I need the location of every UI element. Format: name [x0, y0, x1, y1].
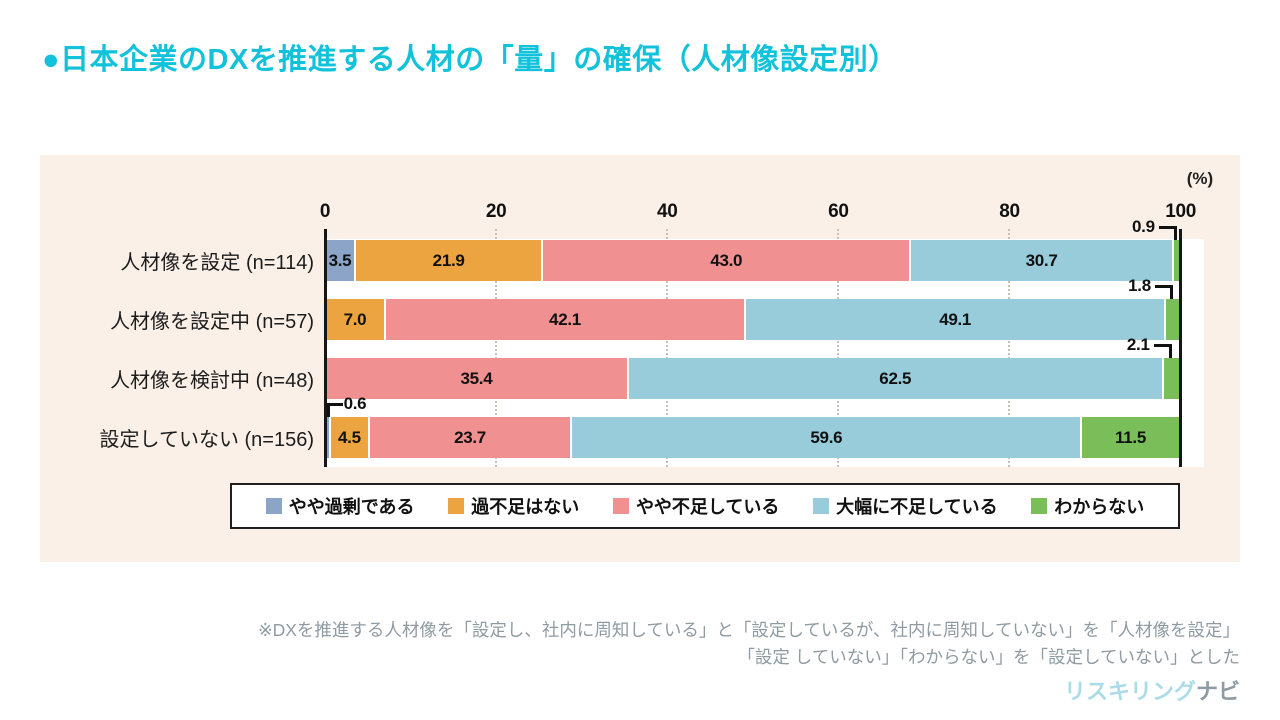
bar-segment: 49.1: [746, 299, 1165, 340]
gridline: [1008, 229, 1011, 467]
bar-value-label: 43.0: [710, 250, 743, 270]
bar-segment: 3.5: [326, 240, 354, 281]
legend: やや過剰である 過不足はない やや不足している 大幅に不足している わからない: [230, 483, 1180, 529]
legend-label: 過不足はない: [471, 497, 580, 517]
bar-value-label: 3.5: [328, 250, 352, 270]
logo-text-secondary: ナビ: [1195, 679, 1240, 704]
legend-item: やや不足している: [612, 493, 780, 519]
bar-segment: 42.1: [385, 299, 745, 340]
logo: リスキリングナビ: [1064, 674, 1240, 706]
legend-label: わからない: [1054, 497, 1145, 517]
callout-connector: [1153, 344, 1172, 358]
bar-segment: [326, 417, 330, 458]
callout-connector: [326, 403, 343, 417]
legend-swatch: [448, 498, 465, 514]
bar-segment: 35.4: [326, 358, 627, 399]
legend-label: やや過剰である: [288, 497, 415, 517]
gridline: [837, 229, 840, 467]
bar-value-label: 35.4: [460, 368, 493, 388]
axis-line-start: [323, 229, 327, 467]
unit-label: (%): [1186, 169, 1214, 188]
bar-value-label: 21.9: [432, 250, 465, 270]
callout-connector: [1154, 285, 1173, 299]
category-label: 人材像を検討中 (n=48): [110, 370, 314, 392]
bar-row: 7.0 42.1 49.1: [326, 299, 1180, 340]
bar-value-label: 23.7: [454, 427, 486, 447]
legend-swatch: [265, 498, 282, 514]
axis-tick-label: 0: [319, 201, 331, 222]
bar-value-label: 49.1: [939, 309, 972, 329]
bar-segment: 30.7: [911, 240, 1172, 281]
bar-row: 3.5 21.9 43.0 30.7: [326, 240, 1180, 281]
callout-value-label: 0.6: [343, 394, 367, 413]
bar-segment: [1166, 299, 1180, 340]
bar-segment: 4.5: [331, 417, 368, 458]
footnote-line2: 「設定 していない」「わからない」を「設定していない」とした: [737, 647, 1240, 667]
callout-connector: [1158, 226, 1177, 240]
legend-label: やや不足している: [635, 497, 780, 517]
category-label: 人材像を設定 (n=114): [120, 252, 314, 274]
axis-line-end: [1179, 229, 1183, 467]
bar-value-label: 11.5: [1115, 427, 1146, 447]
bar-value-label: 59.6: [810, 427, 843, 447]
legend-swatch: [612, 498, 629, 514]
legend-swatch: [813, 498, 830, 514]
footnote-line1: ※DXを推進する人材像を「設定し、社内に周知している」と「設定しているが、社内に…: [257, 620, 1240, 640]
footnote: ※DXを推進する人材像を「設定し、社内に周知している」と「設定しているが、社内に…: [258, 617, 1240, 671]
bar-segment: 21.9: [355, 240, 542, 281]
axis-tick-label: 80: [999, 201, 1020, 222]
page-title: ●日本企業のDXを推進する人材の「量」の確保（人材像設定別）: [42, 44, 898, 76]
bar-row: 4.5 23.7 59.6 11.5: [326, 417, 1179, 458]
bar-row: 35.4 62.5: [326, 358, 1180, 399]
legend-swatch: [1031, 498, 1048, 514]
bar-segment: 59.6: [572, 417, 1081, 458]
gridline: [666, 229, 669, 467]
bar-segment: [1163, 358, 1180, 399]
bar-value-label: 7.0: [343, 309, 367, 329]
bar-value-label: 42.1: [549, 309, 581, 329]
bar-value-label: 62.5: [879, 368, 912, 388]
chart-panel: (%) やや過剰である 過不足はない やや不足している 大幅に不足している わからない …: [40, 155, 1240, 562]
axis-tick-label: 100: [1165, 201, 1196, 222]
bar-segment: [1173, 240, 1180, 281]
gridline: [495, 229, 498, 467]
legend-item: わからない: [1031, 493, 1144, 519]
bar-segment: 43.0: [543, 240, 910, 281]
bar-value-label: 30.7: [1025, 250, 1058, 270]
category-label: 設定していない (n=156): [99, 429, 314, 451]
bar-segment: 7.0: [326, 299, 384, 340]
axis-tick-label: 60: [828, 201, 849, 222]
logo-text-primary: リスキリング: [1063, 679, 1196, 704]
callout-value-label: 0.9: [1132, 217, 1155, 236]
legend-item: やや過剰である: [265, 493, 415, 519]
bar-value-label: 4.5: [338, 427, 361, 447]
axis-tick-label: 40: [656, 201, 678, 222]
bar-segment: 62.5: [628, 358, 1162, 399]
legend-item: 過不足はない: [448, 493, 579, 519]
legend-label: 大幅に不足している: [836, 497, 998, 517]
bar-segment: 11.5: [1082, 417, 1179, 458]
callout-value-label: 1.8: [1128, 276, 1151, 295]
callout-value-label: 2.1: [1126, 335, 1150, 354]
axis-tick-label: 20: [485, 201, 507, 222]
category-label: 人材像を設定中 (n=57): [110, 311, 314, 333]
legend-item: 大幅に不足している: [813, 493, 998, 519]
bar-segment: 23.7: [369, 417, 571, 458]
